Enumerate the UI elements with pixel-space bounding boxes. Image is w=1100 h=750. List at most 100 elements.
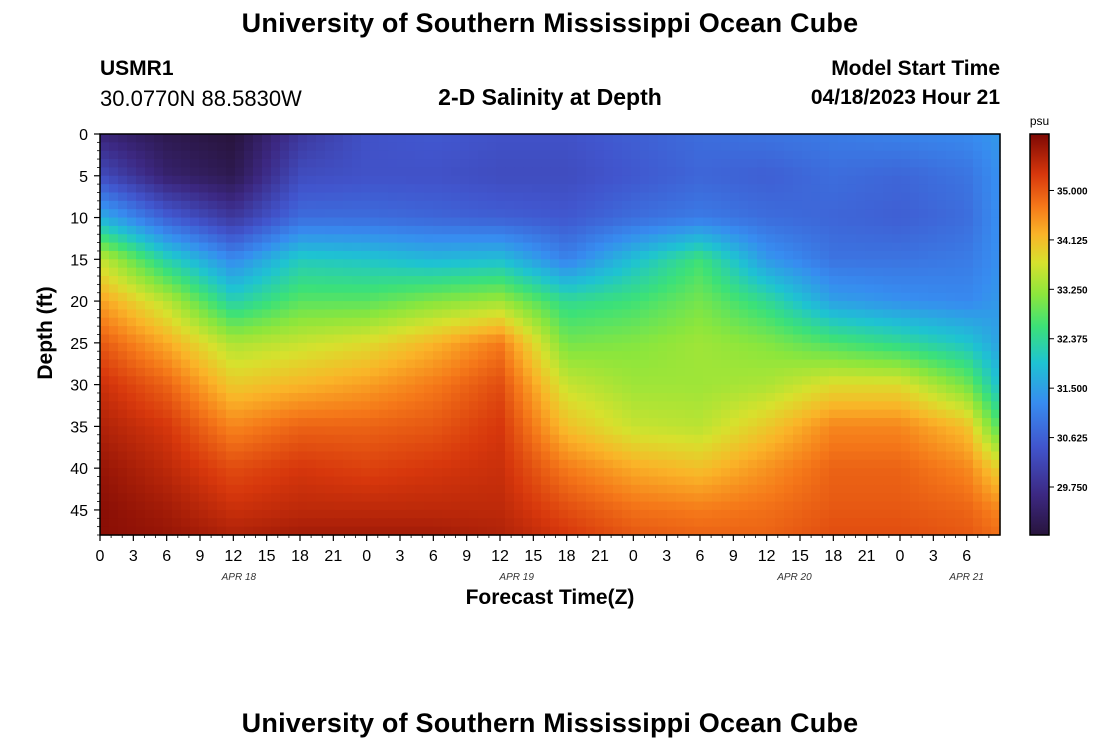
heatmap-cell xyxy=(334,142,344,152)
heatmap-cell xyxy=(712,501,722,511)
heatmap-cell xyxy=(217,267,227,277)
heatmap-cell xyxy=(253,142,263,152)
heatmap-cell xyxy=(217,284,227,294)
heatmap-cell xyxy=(181,409,191,419)
heatmap-cell xyxy=(658,284,668,294)
heatmap-cell xyxy=(703,234,713,244)
heatmap-cell xyxy=(622,317,632,327)
heatmap-cell xyxy=(991,234,1001,244)
heatmap-cell xyxy=(451,518,461,528)
heatmap-cell xyxy=(406,509,416,519)
heatmap-cell xyxy=(757,359,767,369)
heatmap-cell xyxy=(370,392,380,402)
heatmap-cell xyxy=(649,317,659,327)
heatmap-cell xyxy=(253,309,263,319)
heatmap-cell xyxy=(649,409,659,419)
heatmap-cell xyxy=(514,175,524,185)
heatmap-cell xyxy=(568,476,578,486)
heatmap-cell xyxy=(343,217,353,227)
heatmap-cell xyxy=(883,334,893,344)
heatmap-cell xyxy=(181,443,191,453)
heatmap-cell xyxy=(622,484,632,494)
heatmap-cell xyxy=(658,326,668,336)
heatmap-cell xyxy=(325,493,335,503)
heatmap-cell xyxy=(964,317,974,327)
heatmap-cell xyxy=(802,468,812,478)
heatmap-cell xyxy=(631,317,641,327)
heatmap-cell xyxy=(793,418,803,427)
heatmap-cell xyxy=(541,175,551,185)
heatmap-cell xyxy=(100,192,110,202)
heatmap-cell xyxy=(109,184,119,194)
heatmap-cell xyxy=(478,451,488,461)
heatmap-cell xyxy=(334,468,344,478)
heatmap-cell xyxy=(100,468,110,478)
heatmap-cell xyxy=(946,326,956,336)
heatmap-cell xyxy=(784,392,794,402)
heatmap-cell xyxy=(127,167,137,177)
heatmap-cell xyxy=(532,342,542,352)
heatmap-cell xyxy=(514,384,524,394)
heatmap-cell xyxy=(784,326,794,336)
heatmap-cell xyxy=(343,392,353,402)
heatmap-cell xyxy=(460,459,470,469)
heatmap-cell xyxy=(244,259,254,269)
heatmap-cell xyxy=(370,443,380,453)
heatmap-cell xyxy=(127,142,137,152)
heatmap-cell xyxy=(577,326,587,336)
heatmap-cell xyxy=(586,526,596,536)
heatmap-cell xyxy=(343,384,353,394)
heatmap-cell xyxy=(289,409,299,419)
heatmap-cell xyxy=(604,192,614,202)
heatmap-cell xyxy=(487,267,497,277)
heatmap-cell xyxy=(694,200,704,210)
heatmap-cell xyxy=(964,184,974,194)
heatmap-cell xyxy=(910,242,920,252)
heatmap-cell xyxy=(721,443,731,453)
heatmap-cell xyxy=(802,401,812,411)
heatmap-cell xyxy=(793,426,803,436)
heatmap-cell xyxy=(307,184,317,194)
heatmap-cell xyxy=(307,217,317,227)
heatmap-cell xyxy=(721,526,731,536)
heatmap-cell xyxy=(568,250,578,260)
heatmap-cell xyxy=(910,526,920,536)
heatmap-cell xyxy=(397,342,407,352)
heatmap-cell xyxy=(919,267,929,277)
heatmap-cell xyxy=(352,267,362,277)
heatmap-cell xyxy=(145,142,155,152)
heatmap-cell xyxy=(946,150,956,160)
heatmap-cell xyxy=(730,418,740,427)
heatmap-cell xyxy=(352,459,362,469)
heatmap-cell xyxy=(523,409,533,419)
heatmap-cell xyxy=(937,159,947,169)
heatmap-cell xyxy=(289,493,299,503)
heatmap-cell xyxy=(793,401,803,411)
heatmap-cell xyxy=(847,209,857,219)
heatmap-cell xyxy=(991,192,1001,202)
heatmap-cell xyxy=(172,250,182,260)
heatmap-cell xyxy=(262,443,272,453)
heatmap-cell xyxy=(568,267,578,277)
heatmap-cell xyxy=(577,167,587,177)
heatmap-cell xyxy=(649,418,659,427)
heatmap-cell xyxy=(415,342,425,352)
heatmap-cell xyxy=(370,276,380,285)
heatmap-cell xyxy=(973,476,983,486)
heatmap-cell xyxy=(955,326,965,336)
heatmap-cell xyxy=(478,192,488,202)
heatmap-cell xyxy=(244,367,254,377)
heatmap-cell xyxy=(190,184,200,194)
heatmap-cell xyxy=(244,476,254,486)
heatmap-cell xyxy=(937,184,947,194)
heatmap-cell xyxy=(280,217,290,227)
heatmap-cell xyxy=(604,493,614,503)
heatmap-cell xyxy=(721,342,731,352)
heatmap-cell xyxy=(793,342,803,352)
heatmap-cell xyxy=(271,267,281,277)
heatmap-cell xyxy=(262,276,272,285)
heatmap-cell xyxy=(937,209,947,219)
heatmap-cell xyxy=(280,200,290,210)
heatmap-cell xyxy=(469,401,479,411)
heatmap-cell xyxy=(784,200,794,210)
